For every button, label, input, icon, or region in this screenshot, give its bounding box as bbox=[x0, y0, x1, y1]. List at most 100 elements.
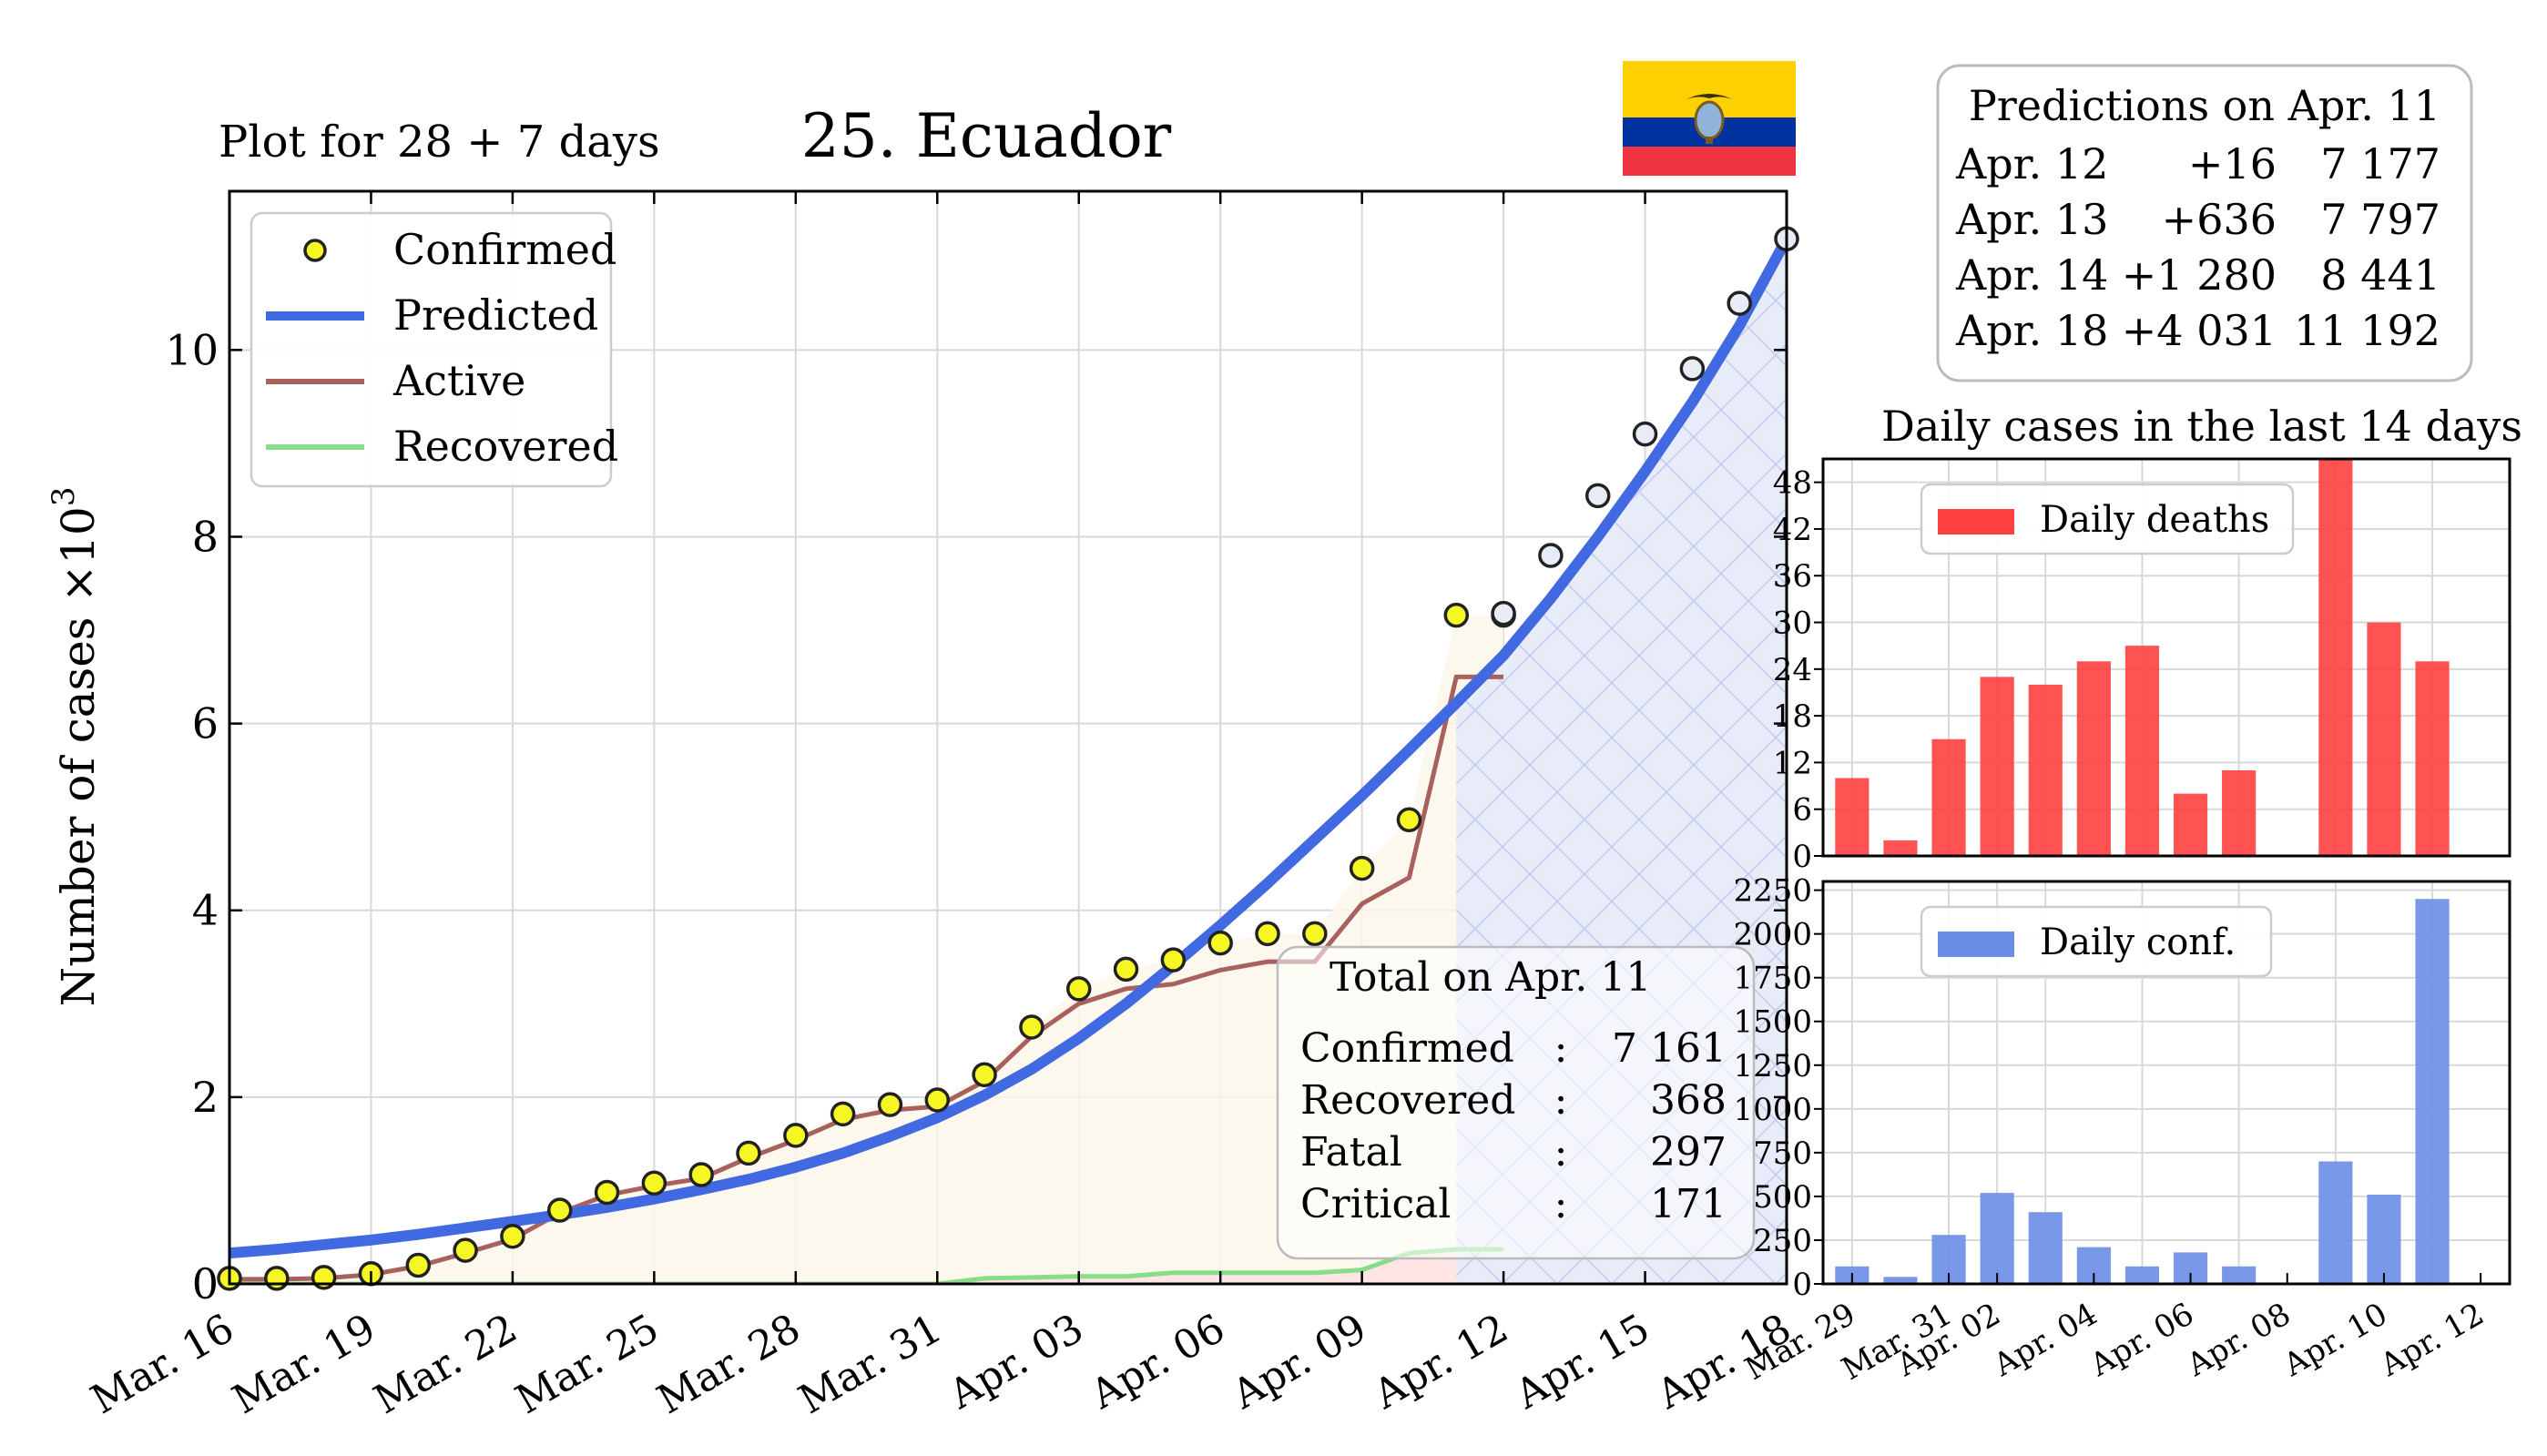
totals-value: 368 bbox=[1650, 1077, 1727, 1124]
predicted-point bbox=[1538, 543, 1564, 568]
bar-legend-frame bbox=[1920, 483, 2295, 555]
prediction-total: 7 797 bbox=[2320, 195, 2440, 244]
bar bbox=[2028, 1212, 2063, 1284]
y-tick-label: 2250 bbox=[1733, 873, 1812, 910]
totals-sep: : bbox=[1554, 1077, 1568, 1124]
totals-label: Critical bbox=[1300, 1181, 1451, 1227]
totals-sep: : bbox=[1554, 1181, 1568, 1227]
predicted-point bbox=[1679, 356, 1706, 382]
confirmed-point bbox=[1255, 921, 1280, 947]
x-tick-label: Mar. 28 bbox=[649, 1305, 808, 1423]
y-tick-label: 500 bbox=[1753, 1179, 1812, 1216]
confirmed-point bbox=[453, 1237, 478, 1263]
y-tick-label: 750 bbox=[1753, 1135, 1812, 1172]
confirmed-point bbox=[1443, 602, 1470, 628]
x-tick-label: Apr. 15 bbox=[1507, 1305, 1657, 1419]
main-legend: Confirmed Predicted Active Recovered bbox=[250, 211, 618, 488]
totals-label: Recovered bbox=[1300, 1077, 1515, 1124]
daily-title: Daily cases in the last 14 days bbox=[1881, 402, 2522, 451]
y-tick-label: 2 bbox=[192, 1073, 219, 1122]
legend-label: Predicted bbox=[393, 290, 598, 340]
x-tick-label: Mar. 22 bbox=[366, 1305, 525, 1423]
plot-for-label: Plot for 28 + 7 days bbox=[219, 117, 660, 168]
y-tick-label: 18 bbox=[1773, 698, 1812, 735]
predictions-rows: Apr. 12 +16 7 177 Apr. 13 +636 7 797 Apr. 14 +1… bbox=[1955, 139, 2440, 355]
prediction-delta: +1 280 bbox=[2122, 250, 2277, 300]
confirmed-point bbox=[830, 1101, 856, 1127]
confirmed-point bbox=[264, 1266, 290, 1291]
bar bbox=[2367, 1194, 2401, 1284]
bar bbox=[1883, 840, 1918, 856]
prediction-delta: +636 bbox=[2162, 195, 2277, 244]
y-tick-label: 12 bbox=[1773, 745, 1812, 781]
coat-of-arms-icon bbox=[1685, 94, 1734, 144]
legend-frame bbox=[250, 211, 613, 488]
y-tick-label: 36 bbox=[1773, 558, 1812, 595]
bar-legend-swatch bbox=[1938, 932, 2014, 957]
x-tick-label: Mar. 19 bbox=[225, 1305, 383, 1423]
totals-label: Confirmed bbox=[1300, 1025, 1514, 1072]
totals-label: Fatal bbox=[1300, 1129, 1402, 1176]
bar bbox=[2173, 793, 2208, 856]
x-tick-label: Mar. 25 bbox=[508, 1305, 667, 1423]
main-chart-ylabel: Number of cases ×103 bbox=[46, 486, 105, 1006]
x-tick-label: Apr. 12 bbox=[1366, 1305, 1516, 1419]
legend-label: Confirmed bbox=[393, 225, 616, 274]
predicted-point bbox=[1584, 483, 1611, 509]
x-tick-label: Apr. 04 bbox=[1987, 1296, 2104, 1384]
daily-confirmed-chart: 0 250 500 750 1000 1250 1500 1750 2000 2250 Daily … bbox=[1733, 873, 2511, 1303]
totals-value: 297 bbox=[1650, 1129, 1727, 1176]
bar bbox=[2415, 899, 2450, 1284]
bar bbox=[2222, 1266, 2257, 1284]
prediction-delta: +16 bbox=[2188, 139, 2277, 188]
bar bbox=[2076, 661, 2111, 856]
bar-plot-frame bbox=[1821, 880, 2511, 1286]
predicted-point bbox=[1727, 290, 1752, 316]
totals-frame bbox=[1276, 945, 1756, 1260]
bar-legend-frame bbox=[1920, 905, 2273, 978]
confirmed-point bbox=[641, 1170, 667, 1196]
y-tick-label: 0 bbox=[1792, 839, 1812, 875]
y-tick-label: 0 bbox=[1792, 1267, 1812, 1303]
bar bbox=[1883, 1277, 1918, 1284]
x-tick-label: Apr. 03 bbox=[941, 1305, 1091, 1419]
flag-stripe-red bbox=[1623, 147, 1796, 176]
confirmed-point bbox=[546, 1197, 573, 1223]
predicted-point bbox=[1491, 600, 1516, 626]
confirmed-point bbox=[1396, 807, 1422, 833]
confirmed-point bbox=[736, 1140, 761, 1166]
bar bbox=[2028, 684, 2063, 856]
predictions-box: Predictions on Apr. 11 Apr. 12 +16 7 177Ap… bbox=[1936, 64, 2473, 382]
prediction-date: Apr. 14 bbox=[1955, 250, 2108, 300]
y-tick-label: 1250 bbox=[1733, 1048, 1812, 1084]
ecuador-flag-icon bbox=[1623, 61, 1796, 176]
confirmed-point bbox=[1349, 855, 1375, 881]
x-tick-label: Apr. 12 bbox=[2374, 1296, 2491, 1384]
recovered-area bbox=[229, 1249, 1504, 1284]
y-tick-label: 1500 bbox=[1733, 1004, 1812, 1041]
confirmed-point bbox=[1160, 947, 1187, 972]
x-tick-label: Apr. 08 bbox=[2180, 1296, 2297, 1384]
confirmed-point bbox=[924, 1087, 951, 1113]
plot-frame bbox=[228, 189, 1788, 1286]
y-tick-label: 0 bbox=[192, 1259, 219, 1308]
confirmed-point bbox=[1113, 956, 1139, 983]
confirmed-point bbox=[688, 1162, 714, 1187]
confirmed-point bbox=[783, 1123, 809, 1148]
daily-deaths-chart: 0 6 12 18 24 30 36 42 48 Daily deaths bbox=[1773, 457, 2511, 875]
bar-legend-swatch bbox=[1938, 509, 2014, 535]
prediction-delta: +4 031 bbox=[2122, 306, 2277, 355]
bar bbox=[1980, 1193, 2014, 1284]
x-tick-label: Mar. 31 bbox=[791, 1305, 950, 1423]
legend-marker-icon bbox=[303, 239, 327, 262]
predicted-line bbox=[229, 236, 1787, 1259]
bar bbox=[2318, 459, 2353, 856]
bar bbox=[2124, 1266, 2160, 1284]
confirmed-point bbox=[594, 1179, 620, 1206]
x-tick-label: Mar. 16 bbox=[84, 1305, 242, 1423]
country-title: 25. Ecuador bbox=[801, 101, 1172, 171]
bar-legend-label: Daily deaths bbox=[2040, 499, 2269, 541]
bar bbox=[2367, 622, 2401, 856]
